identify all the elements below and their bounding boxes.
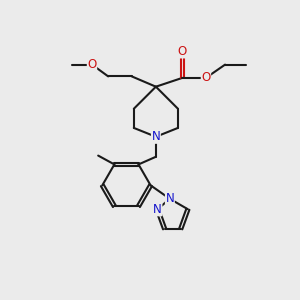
Text: O: O: [178, 45, 187, 58]
Text: N: N: [166, 192, 174, 205]
Text: O: O: [201, 71, 211, 84]
Text: N: N: [153, 203, 162, 216]
Text: N: N: [152, 130, 160, 143]
Text: O: O: [87, 58, 97, 71]
